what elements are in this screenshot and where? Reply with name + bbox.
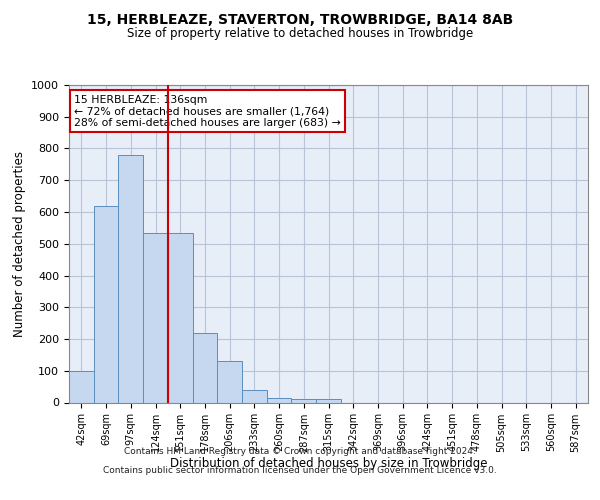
Bar <box>217 361 242 403</box>
Text: 15 HERBLEAZE: 136sqm
← 72% of detached houses are smaller (1,764)
28% of semi-de: 15 HERBLEAZE: 136sqm ← 72% of detached h… <box>74 94 341 128</box>
Y-axis label: Number of detached properties: Number of detached properties <box>13 151 26 337</box>
Text: Contains HM Land Registry data © Crown copyright and database right 2024.: Contains HM Land Registry data © Crown c… <box>124 448 476 456</box>
Text: Size of property relative to detached houses in Trowbridge: Size of property relative to detached ho… <box>127 28 473 40</box>
Bar <box>143 232 168 402</box>
Bar <box>267 398 292 402</box>
Text: Contains public sector information licensed under the Open Government Licence v3: Contains public sector information licen… <box>103 466 497 475</box>
X-axis label: Distribution of detached houses by size in Trowbridge: Distribution of detached houses by size … <box>170 457 487 470</box>
Bar <box>118 155 143 402</box>
Bar <box>168 232 193 402</box>
Bar <box>94 206 118 402</box>
Bar <box>69 371 94 402</box>
Bar <box>292 400 316 402</box>
Bar <box>242 390 267 402</box>
Text: 15, HERBLEAZE, STAVERTON, TROWBRIDGE, BA14 8AB: 15, HERBLEAZE, STAVERTON, TROWBRIDGE, BA… <box>87 12 513 26</box>
Bar <box>193 332 217 402</box>
Bar <box>316 400 341 402</box>
